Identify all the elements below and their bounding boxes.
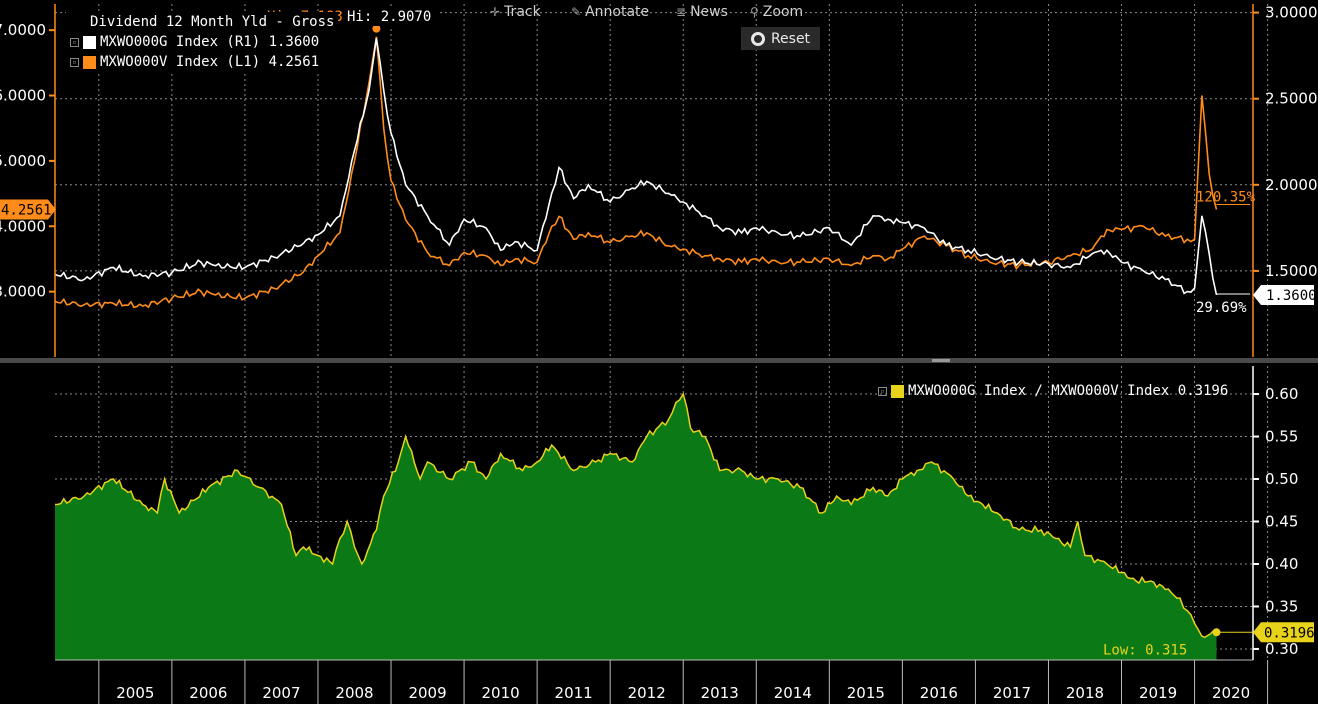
x-tick-label: 2016	[920, 684, 958, 702]
x-tick-label: 2009	[408, 684, 446, 702]
pane-divider	[0, 358, 1318, 363]
right-axis-label: 1.5000	[1265, 262, 1318, 280]
reset-icon	[750, 31, 765, 46]
lower-axis-label: 0.60	[1265, 385, 1298, 403]
x-tick-label: 2020	[1212, 684, 1250, 702]
legend-growth-label: MXWO000G Index (R1) 1.3600	[100, 34, 320, 50]
x-tick-label: 2007	[262, 684, 300, 702]
lower-legend: ▫ MXWO000G Index / MXWO000V Index 0.3196	[878, 381, 1228, 401]
ratio-last-value: 0.3196	[1264, 625, 1315, 641]
ratio-area	[55, 394, 1217, 660]
x-tick-label: 2014	[774, 684, 812, 702]
zoom-button[interactable]: ⚲ Zoom	[750, 2, 803, 22]
right-axis-label: 3.0000	[1265, 4, 1318, 22]
x-tick-label: 2012	[628, 684, 666, 702]
left-axis-label: 6.0000	[0, 87, 46, 105]
annotate-button[interactable]: ✎ Annotate	[571, 2, 649, 22]
x-tick-label: 2011	[555, 684, 593, 702]
left-axis-label: 5.0000	[0, 152, 46, 170]
right-axis-label: 2.5000	[1265, 90, 1318, 108]
growth-last-tag	[1253, 285, 1314, 306]
x-tick-label: 2019	[1139, 684, 1177, 702]
news-label: News	[690, 4, 728, 20]
x-tick-label: 2005	[116, 684, 154, 702]
x-tick-label: 2013	[701, 684, 739, 702]
news-icon: ≣	[676, 5, 687, 19]
ratio-swatch	[891, 384, 904, 398]
growth-last-value: 1.3600	[1266, 288, 1317, 304]
legend-toggle-icon[interactable]: ▫	[70, 57, 79, 67]
upper-legend: Dividend 12 Month Yld - Gross ▫ MXWO000G…	[66, 12, 339, 74]
legend-ratio[interactable]: ▫ MXWO000G Index / MXWO000V Index 0.3196	[878, 381, 1228, 401]
growth-pct-label: 29.69%	[1196, 300, 1247, 316]
growth-yield-line	[54, 38, 1218, 296]
x-tick-label: 2006	[189, 684, 227, 702]
left-axis-label: 3.0000	[0, 283, 46, 301]
left-axis-label: 4.0000	[0, 217, 46, 235]
lower-axis-label: 0.35	[1265, 597, 1298, 615]
value-last-tag	[0, 199, 56, 220]
legend-value-label: MXWO000V Index (L1) 4.2561	[100, 54, 320, 70]
x-tick-label: 2018	[1066, 684, 1104, 702]
legend-toggle-icon[interactable]: ▫	[878, 386, 887, 396]
news-button[interactable]: ≣ News	[676, 2, 728, 22]
x-tick-label: 2015	[847, 684, 885, 702]
x-tick-label: 2017	[993, 684, 1031, 702]
ratio-last-tag	[1253, 622, 1314, 643]
lower-axis-label: 0.55	[1265, 428, 1298, 446]
right-axis-label: 2.0000	[1265, 176, 1318, 194]
x-tick-label: 2008	[335, 684, 373, 702]
track-label: Track	[504, 4, 541, 20]
value-pct-label: 120.35%	[1196, 190, 1256, 206]
lower-axis-label: 0.45	[1265, 512, 1298, 530]
pencil-icon: ✎	[571, 5, 582, 19]
value-yield-line	[54, 36, 1218, 309]
value-swatch	[83, 55, 96, 69]
magnifier-icon: ⚲	[750, 5, 759, 19]
growth-high-label-bg	[343, 6, 440, 26]
lower-axis-label: 0.50	[1265, 470, 1298, 488]
lower-axis-label: 0.30	[1265, 640, 1298, 658]
ratio-low-label: Low: 0.315	[1103, 642, 1187, 658]
growth-high-marker	[372, 24, 381, 33]
growth-swatch	[83, 35, 96, 49]
zoom-label: Zoom	[762, 4, 804, 20]
ratio-line	[54, 392, 1217, 639]
lower-axis-label: 0.40	[1265, 555, 1298, 573]
x-tick-label: 2010	[482, 684, 520, 702]
legend-growth[interactable]: ▫ MXWO000G Index (R1) 1.3600	[70, 32, 334, 52]
track-button[interactable]: ✛ Track	[490, 2, 541, 22]
legend-ratio-label: MXWO000G Index / MXWO000V Index 0.3196	[908, 383, 1229, 399]
upper-chart-title: Dividend 12 Month Yld - Gross	[90, 14, 335, 30]
growth-high-label: Hi: 2.9070	[347, 9, 431, 25]
crosshair-icon: ✛	[490, 5, 501, 19]
legend-toggle-icon[interactable]: ▫	[70, 37, 79, 47]
reset-button[interactable]: Reset	[741, 27, 820, 50]
pane-resize-handle	[932, 359, 950, 362]
left-axis-label: 7.0000	[0, 21, 46, 39]
annotate-label: Annotate	[585, 4, 650, 20]
reset-label: Reset	[770, 30, 811, 47]
legend-value[interactable]: ▫ MXWO000V Index (L1) 4.2561	[70, 52, 334, 72]
value-last-value: 4.2561	[1, 203, 52, 219]
